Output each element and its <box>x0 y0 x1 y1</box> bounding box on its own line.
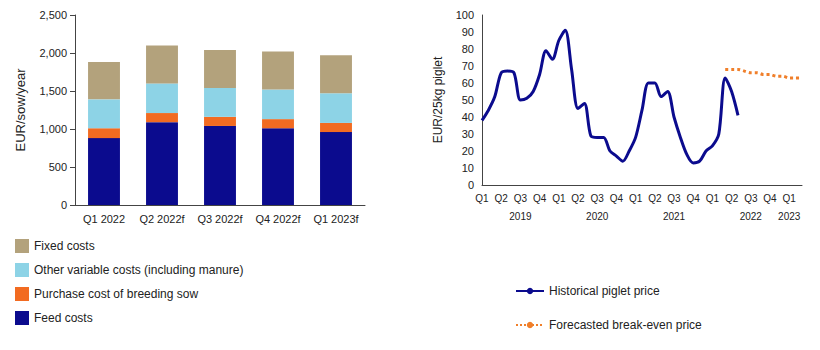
svg-text:30: 30 <box>462 128 474 140</box>
svg-text:Q2: Q2 <box>495 193 509 204</box>
svg-text:Feed costs: Feed costs <box>34 311 93 325</box>
svg-text:60: 60 <box>462 77 474 89</box>
svg-text:20: 20 <box>462 145 474 157</box>
svg-text:2020: 2020 <box>586 211 609 222</box>
svg-text:500: 500 <box>49 161 67 173</box>
svg-text:Fixed costs: Fixed costs <box>34 239 95 253</box>
svg-text:70: 70 <box>462 60 474 72</box>
svg-text:Q4: Q4 <box>763 193 777 204</box>
svg-text:EUR/sow/year: EUR/sow/year <box>13 68 28 152</box>
svg-text:Purchase cost of breeding sow: Purchase cost of breeding sow <box>34 287 198 301</box>
svg-text:Q1: Q1 <box>475 193 489 204</box>
svg-text:Q2: Q2 <box>571 193 585 204</box>
svg-text:2,500: 2,500 <box>39 9 67 21</box>
svg-text:2022: 2022 <box>740 211 763 222</box>
svg-text:EUR/25kg piglet: EUR/25kg piglet <box>431 56 445 143</box>
svg-text:Q3: Q3 <box>514 193 528 204</box>
svg-text:Q1 2023f: Q1 2023f <box>313 213 359 225</box>
svg-text:2,000: 2,000 <box>39 47 67 59</box>
svg-text:40: 40 <box>462 111 474 123</box>
svg-text:0: 0 <box>468 179 474 191</box>
svg-text:Q2 2022f: Q2 2022f <box>139 213 185 225</box>
svg-text:Q3: Q3 <box>667 193 681 204</box>
svg-text:Q4: Q4 <box>610 193 624 204</box>
svg-text:Historical piglet price: Historical piglet price <box>549 284 660 298</box>
svg-text:50: 50 <box>462 94 474 106</box>
svg-text:Q4 2022f: Q4 2022f <box>255 213 301 225</box>
svg-text:100: 100 <box>456 9 474 21</box>
svg-text:Q3: Q3 <box>591 193 605 204</box>
svg-text:Q1: Q1 <box>706 193 720 204</box>
svg-text:2019: 2019 <box>509 211 532 222</box>
svg-text:1,000: 1,000 <box>39 123 67 135</box>
svg-text:0: 0 <box>61 199 67 211</box>
svg-text:1,500: 1,500 <box>39 85 67 97</box>
svg-text:Forecasted break-even price: Forecasted break-even price <box>549 318 702 332</box>
svg-text:Q2: Q2 <box>648 193 662 204</box>
svg-text:Q1: Q1 <box>783 193 797 204</box>
svg-text:2021: 2021 <box>663 211 686 222</box>
svg-text:Q1: Q1 <box>629 193 643 204</box>
svg-text:Q1 2022: Q1 2022 <box>83 213 125 225</box>
svg-text:Q2: Q2 <box>725 193 739 204</box>
svg-text:2023: 2023 <box>778 211 801 222</box>
svg-text:Q1: Q1 <box>552 193 566 204</box>
svg-text:Other variable costs (includin: Other variable costs (including manure) <box>34 263 243 277</box>
svg-text:Q3 2022f: Q3 2022f <box>197 213 243 225</box>
svg-text:10: 10 <box>462 162 474 174</box>
svg-text:90: 90 <box>462 26 474 38</box>
svg-text:Q3: Q3 <box>744 193 758 204</box>
svg-text:Q4: Q4 <box>687 193 701 204</box>
svg-text:80: 80 <box>462 43 474 55</box>
svg-text:Q4: Q4 <box>533 193 547 204</box>
